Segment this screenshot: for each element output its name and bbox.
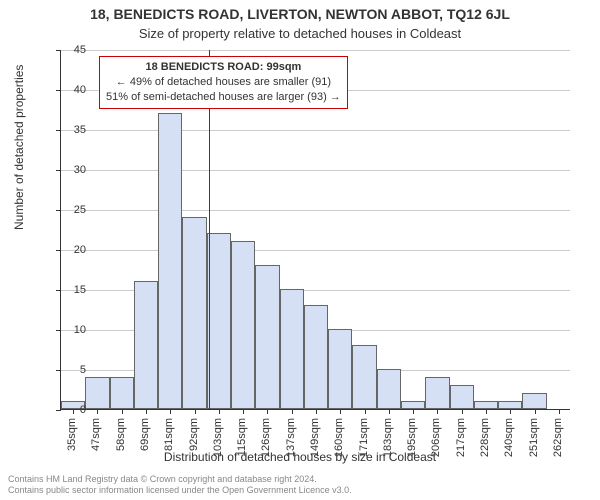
annotation-line-1: 18 BENEDICTS ROAD: 99sqm [106, 60, 341, 75]
histogram-bar [110, 377, 134, 409]
x-tick-label: 149sqm [309, 418, 321, 457]
histogram-bar [158, 113, 182, 409]
y-tick-label: 45 [56, 44, 86, 56]
x-tick-label: 251sqm [528, 418, 540, 457]
x-tick-label: 35sqm [66, 418, 78, 451]
grid-line [61, 50, 570, 51]
grid-line [61, 170, 570, 171]
histogram-bar [255, 265, 279, 409]
histogram-bar [85, 377, 109, 409]
footer-line-2: Contains public sector information licen… [8, 485, 352, 496]
x-tick-label: 92sqm [188, 418, 200, 451]
x-tick-label: 217sqm [455, 418, 467, 457]
y-tick-label: 35 [56, 124, 86, 136]
x-tick-mark [559, 409, 560, 414]
histogram-bar [450, 385, 474, 409]
x-tick-label: 228sqm [479, 418, 491, 457]
x-tick-mark [462, 409, 463, 414]
histogram-bar [425, 377, 449, 409]
y-tick-label: 5 [56, 364, 86, 376]
plot-area: 18 BENEDICTS ROAD: 99sqm ← 49% of detach… [60, 50, 570, 410]
annotation-line-3: 51% of semi-detached houses are larger (… [106, 90, 341, 105]
histogram-bar [280, 289, 304, 409]
y-tick-label: 25 [56, 204, 86, 216]
x-tick-label: 81sqm [163, 418, 175, 451]
annotation-line-2: ← 49% of detached houses are smaller (91… [106, 75, 341, 90]
x-tick-mark [437, 409, 438, 414]
histogram-bar [304, 305, 328, 409]
y-tick-label: 10 [56, 324, 86, 336]
x-tick-label: 206sqm [430, 418, 442, 457]
histogram-bar [474, 401, 498, 409]
y-axis-label: Number of detached properties [12, 65, 26, 230]
x-tick-mark [365, 409, 366, 414]
x-tick-mark [195, 409, 196, 414]
chart-subtitle: Size of property relative to detached ho… [0, 26, 600, 41]
x-tick-mark [389, 409, 390, 414]
histogram-bar [401, 401, 425, 409]
x-tick-mark [340, 409, 341, 414]
x-tick-mark [510, 409, 511, 414]
grid-line [61, 130, 570, 131]
x-tick-label: 69sqm [139, 418, 151, 451]
x-tick-mark [146, 409, 147, 414]
grid-line [61, 210, 570, 211]
x-tick-mark [122, 409, 123, 414]
chart-title: 18, BENEDICTS ROAD, LIVERTON, NEWTON ABB… [0, 6, 600, 22]
x-tick-mark [486, 409, 487, 414]
x-tick-label: 160sqm [333, 418, 345, 457]
x-tick-mark [97, 409, 98, 414]
x-tick-mark [292, 409, 293, 414]
annotation-box: 18 BENEDICTS ROAD: 99sqm ← 49% of detach… [99, 56, 348, 109]
histogram-bar [134, 281, 158, 409]
footer-attribution: Contains HM Land Registry data © Crown c… [8, 474, 352, 497]
histogram-bar [328, 329, 352, 409]
y-tick-label: 30 [56, 164, 86, 176]
y-tick-label: 0 [56, 404, 86, 416]
x-tick-label: 240sqm [503, 418, 515, 457]
y-tick-label: 40 [56, 84, 86, 96]
x-tick-mark [243, 409, 244, 414]
x-tick-label: 126sqm [260, 418, 272, 457]
x-tick-label: 137sqm [285, 418, 297, 457]
x-tick-label: 262sqm [552, 418, 564, 457]
x-tick-label: 183sqm [382, 418, 394, 457]
x-tick-mark [170, 409, 171, 414]
histogram-bar [352, 345, 376, 409]
histogram-bar [231, 241, 255, 409]
histogram-bar [182, 217, 206, 409]
grid-line [61, 250, 570, 251]
x-tick-label: 47sqm [90, 418, 102, 451]
x-tick-label: 195sqm [406, 418, 418, 457]
footer-line-1: Contains HM Land Registry data © Crown c… [8, 474, 352, 485]
y-tick-label: 15 [56, 284, 86, 296]
x-tick-mark [316, 409, 317, 414]
x-tick-label: 58sqm [115, 418, 127, 451]
x-tick-mark [219, 409, 220, 414]
histogram-bar [522, 393, 546, 409]
x-tick-label: 171sqm [358, 418, 370, 457]
y-tick-label: 20 [56, 244, 86, 256]
x-tick-mark [413, 409, 414, 414]
x-tick-label: 103sqm [212, 418, 224, 457]
histogram-bar [377, 369, 401, 409]
histogram-bar [498, 401, 522, 409]
x-tick-mark [267, 409, 268, 414]
x-tick-mark [535, 409, 536, 414]
x-tick-label: 115sqm [236, 418, 248, 456]
histogram-bar [207, 233, 231, 409]
